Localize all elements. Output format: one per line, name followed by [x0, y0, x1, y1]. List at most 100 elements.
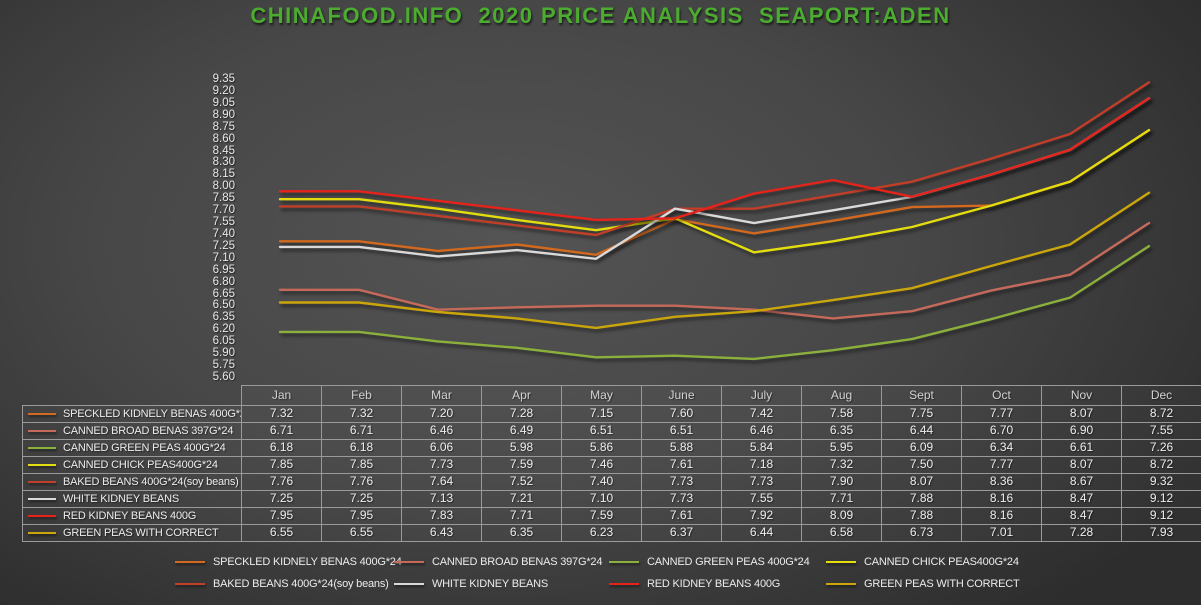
price-value-cell: 7.93 [1121, 524, 1201, 542]
series-label-cell: BAKED BEANS 400G*24(soy beans) [22, 473, 242, 491]
legend-item: RED KIDNEY BEANS 400G [609, 576, 826, 591]
price-value-cell: 8.72 [1121, 405, 1201, 423]
y-axis-label: 9.35 [212, 73, 235, 85]
legend-label: WHITE KIDNEY BEANS [432, 577, 548, 590]
table-header-month: Jan [241, 385, 322, 406]
price-value-cell: 7.73 [641, 490, 722, 508]
table-header-month: May [561, 385, 642, 406]
series-line-1 [278, 221, 1151, 320]
price-value-cell: 7.95 [241, 507, 322, 525]
legend-item: BAKED BEANS 400G*24(soy beans) [175, 576, 394, 591]
table-row: CANNED BROAD BENAS 397G*24 6.71 6.71 6.46 6.… [22, 422, 1201, 440]
table-corner-cell [23, 386, 242, 406]
y-axis-label: 9.20 [212, 84, 235, 97]
table-row: CANNED GREEN PEAS 400G*24 6.18 6.18 6.06 5.9… [22, 439, 1201, 457]
series-color-swatch [28, 412, 56, 415]
series-color-swatch [28, 463, 56, 466]
price-value-cell: 7.21 [481, 490, 562, 508]
series-line-7 [278, 191, 1151, 330]
series-name: SPECKLED KIDNELY BENAS 400G*24 [63, 407, 242, 420]
table-header-month: Aug [801, 385, 882, 406]
price-value-cell: 7.95 [321, 507, 402, 525]
price-value-cell: 6.70 [961, 422, 1042, 440]
price-value-cell: 7.61 [641, 507, 722, 525]
series-color-swatch [28, 497, 56, 500]
price-value-cell: 7.88 [881, 507, 962, 525]
price-value-cell: 8.47 [1041, 507, 1122, 525]
price-value-cell: 8.47 [1041, 490, 1122, 508]
y-axis-label: 8.60 [212, 132, 235, 145]
series-color-swatch [28, 446, 56, 449]
price-value-cell: 7.71 [481, 507, 562, 525]
price-value-cell: 7.73 [401, 456, 482, 474]
price-value-cell: 7.85 [241, 456, 322, 474]
legend-label: CANNED BROAD BENAS 397G*24 [432, 555, 603, 568]
price-value-cell: 6.37 [641, 524, 722, 542]
price-value-cell: 7.32 [241, 405, 322, 423]
price-value-cell: 7.88 [881, 490, 962, 508]
price-value-cell: 7.28 [1041, 524, 1122, 542]
series-line-0 [278, 128, 1151, 257]
price-value-cell: 7.18 [721, 456, 802, 474]
series-label-cell: WHITE KIDNEY BEANS [22, 490, 242, 508]
price-value-cell: 6.43 [401, 524, 482, 542]
table-row: CANNED CHICK PEAS400G*24 7.85 7.85 7.73 7.59… [22, 456, 1201, 474]
series-name: RED KIDNEY BEANS 400G [63, 509, 197, 522]
legend-color-swatch [175, 582, 205, 585]
price-value-cell: 7.90 [801, 473, 882, 491]
y-axis: 9.35 9.20 9.05 8.90 8.75 8.60 8.45 8.30 8.15 8.00… [190, 0, 237, 605]
price-value-cell: 9.12 [1121, 490, 1201, 508]
legend-color-swatch [826, 582, 856, 585]
series-line-6 [278, 97, 1151, 222]
y-axis-label: 8.75 [212, 120, 235, 133]
series-color-swatch [28, 480, 56, 483]
y-axis-label: 7.70 [212, 204, 235, 217]
table-header-month: June [641, 385, 722, 406]
price-value-cell: 7.73 [721, 473, 802, 491]
table-header-row: Jan Feb Mar Apr May June July Aug Sept Oct Nov Dec [23, 385, 1201, 406]
legend-label: CANNED GREEN PEAS 400G*24 [647, 555, 810, 568]
table-row: GREEN PEAS WITH CORRECT 6.55 6.55 6.43 6.35 6… [22, 524, 1201, 542]
price-value-cell: 6.51 [641, 422, 722, 440]
table-header-month: Nov [1041, 385, 1122, 406]
price-value-cell: 7.55 [721, 490, 802, 508]
price-value-cell: 7.50 [881, 456, 962, 474]
legend-item: CANNED BROAD BENAS 397G*24 [394, 554, 609, 569]
table-header-month: July [721, 385, 802, 406]
price-value-cell: 7.71 [801, 490, 882, 508]
series-label-cell: RED KIDNEY BEANS 400G [22, 507, 242, 525]
price-value-cell: 5.95 [801, 439, 882, 457]
chart-legend: SPECKLED KIDNELY BENAS 400G*24 CANNED BRO… [175, 554, 1020, 591]
legend-color-swatch [394, 582, 424, 585]
legend-color-swatch [175, 560, 205, 563]
y-axis-label: 5.60 [212, 371, 235, 383]
price-value-cell: 7.25 [241, 490, 322, 508]
y-axis-label: 8.30 [212, 156, 235, 169]
series-name: GREEN PEAS WITH CORRECT [63, 526, 219, 539]
price-value-cell: 5.88 [641, 439, 722, 457]
legend-color-swatch [609, 582, 639, 585]
price-value-cell: 6.71 [241, 422, 322, 440]
table-header-month: Sept [881, 385, 962, 406]
y-axis-label: 7.25 [212, 239, 235, 252]
series-color-swatch [28, 429, 56, 432]
price-value-cell: 6.73 [881, 524, 962, 542]
price-value-cell: 7.85 [321, 456, 402, 474]
y-axis-label: 7.85 [212, 192, 235, 205]
price-value-cell: 7.76 [241, 473, 322, 491]
price-value-cell: 8.07 [1041, 456, 1122, 474]
y-axis-label: 5.75 [212, 359, 235, 372]
legend-item: GREEN PEAS WITH CORRECT [826, 576, 1020, 591]
price-value-cell: 8.16 [961, 507, 1042, 525]
legend-item: WHITE KIDNEY BEANS [394, 576, 609, 591]
table-row: RED KIDNEY BEANS 400G 7.95 7.95 7.83 7.71 7.5… [22, 507, 1201, 525]
table-header-month: Dec [1121, 385, 1201, 406]
price-value-cell: 8.16 [961, 490, 1042, 508]
series-color-swatch [28, 531, 56, 534]
y-axis-label: 6.65 [212, 287, 235, 300]
y-axis-label: 8.00 [212, 180, 235, 193]
price-value-cell: 7.46 [561, 456, 642, 474]
page-title: CHINAFOOD.INFO 2020 PRICE ANALYSIS SEAPO… [250, 3, 951, 28]
price-value-cell: 7.40 [561, 473, 642, 491]
price-value-cell: 7.59 [481, 456, 562, 474]
